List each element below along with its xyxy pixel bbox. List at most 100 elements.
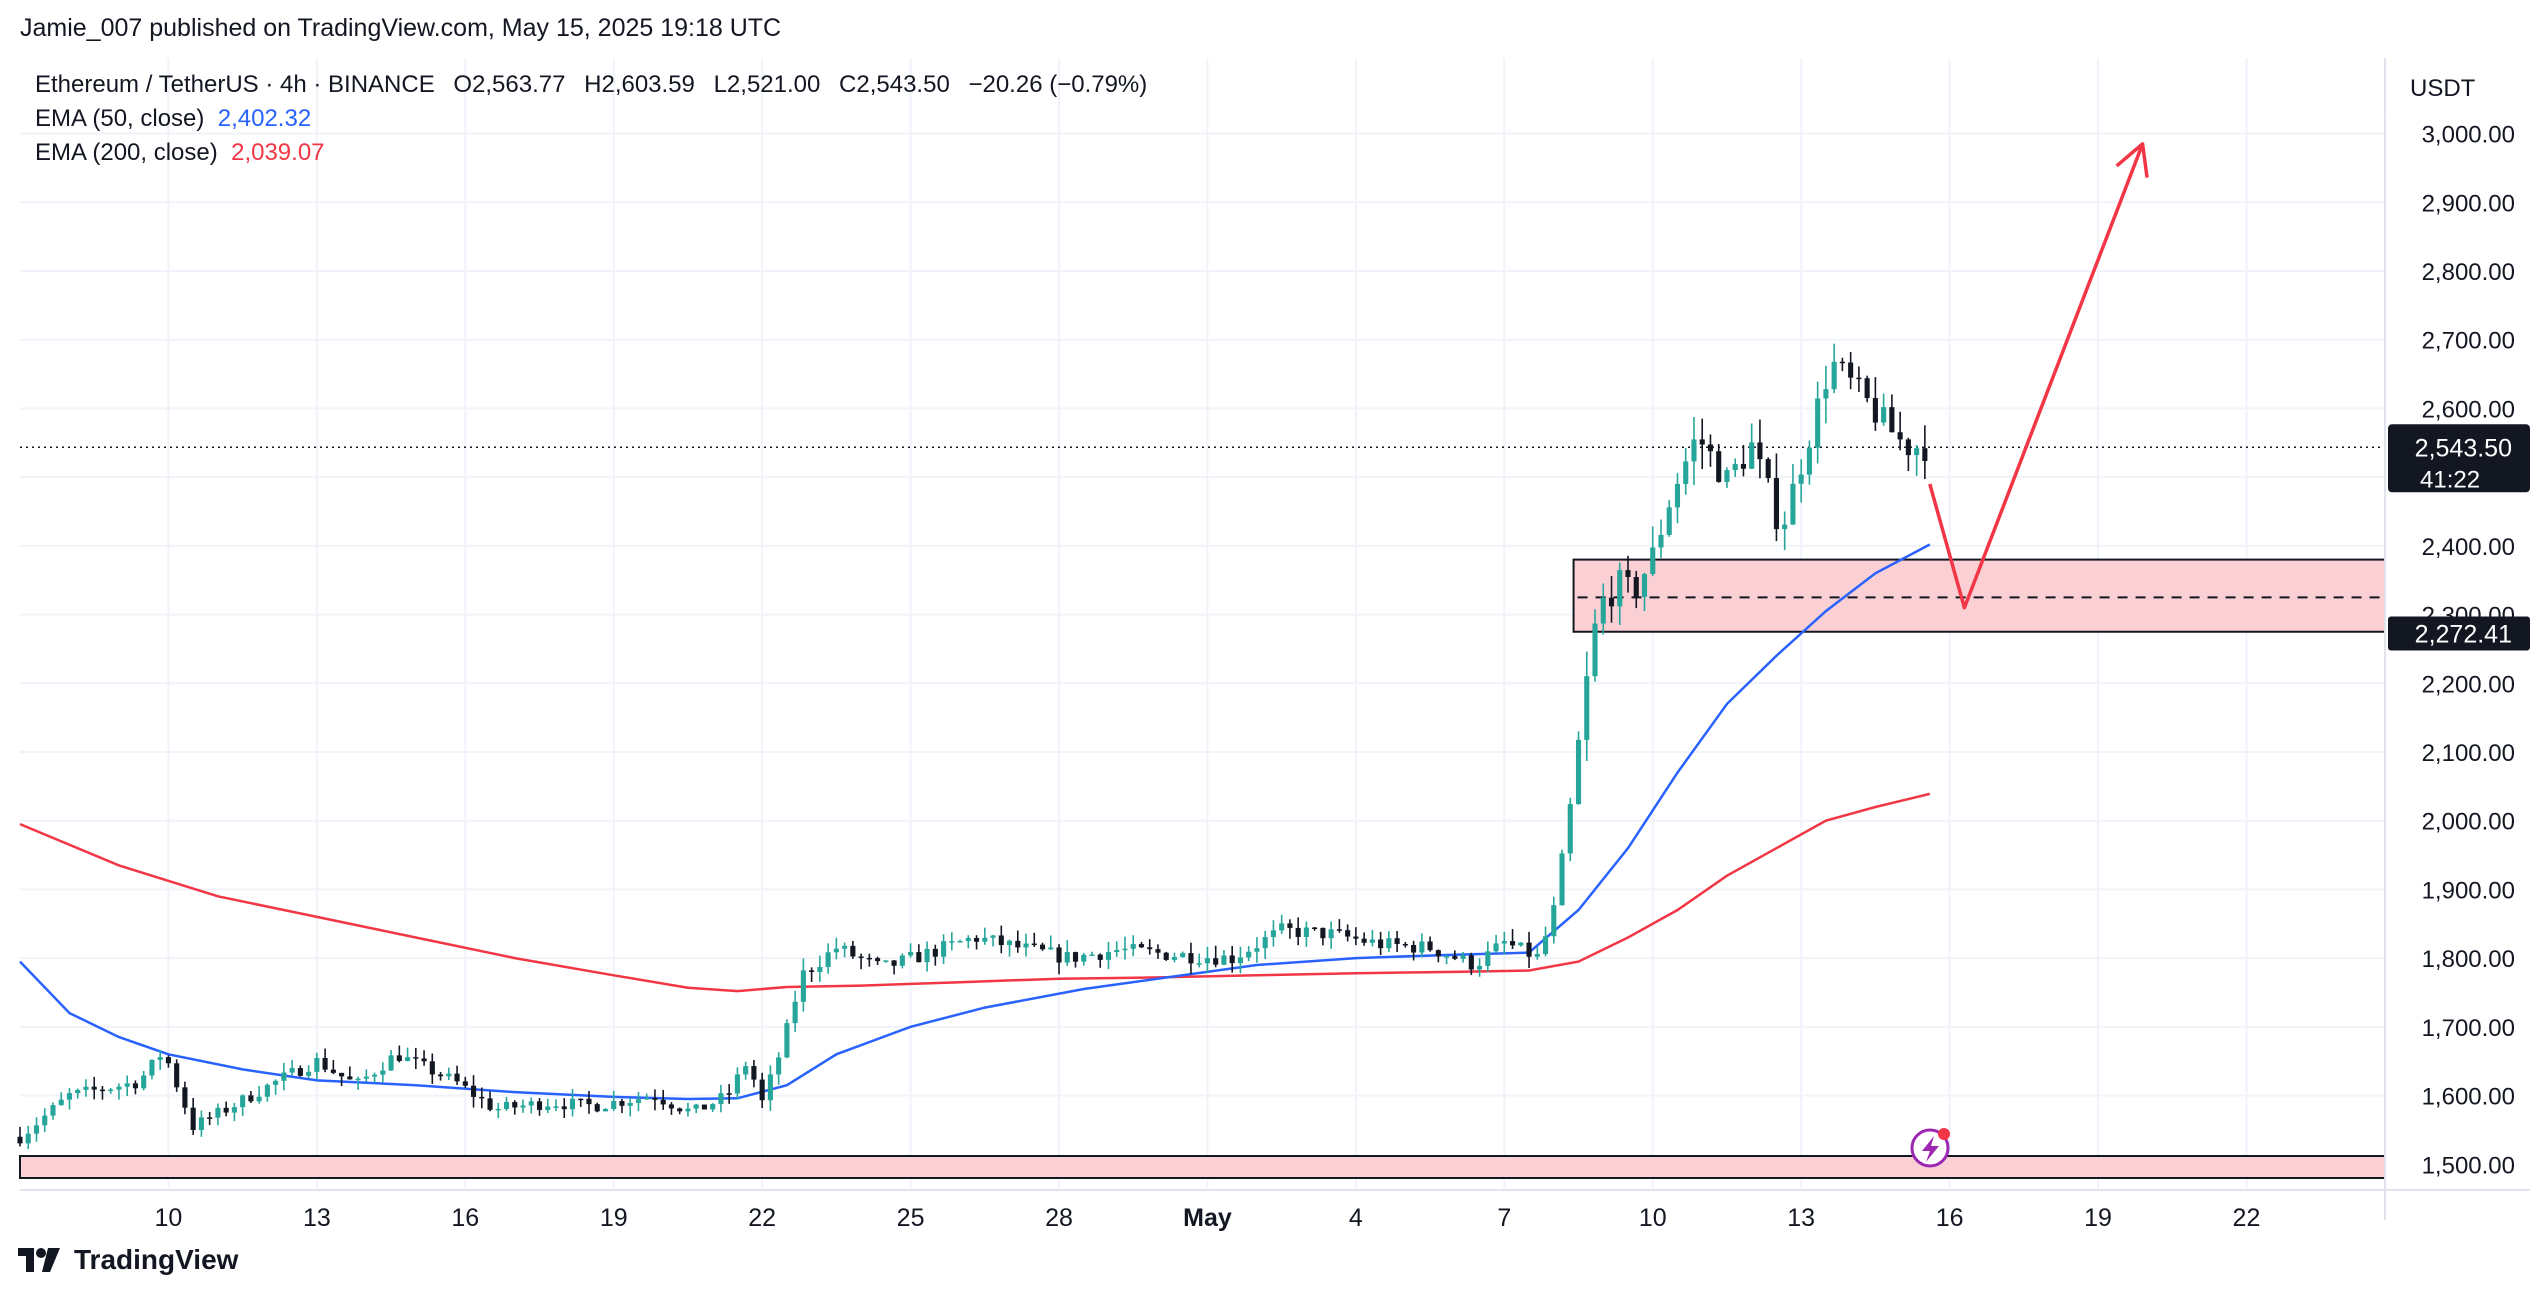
legend-ema50-row[interactable]: EMA (50, close) 2,402.32 (35, 102, 1159, 136)
candle-body (1394, 938, 1400, 944)
candle-body (1345, 930, 1351, 937)
change-value: −20.26 (−0.79%) (968, 71, 1148, 98)
candle-body (1328, 929, 1334, 939)
candle-body (1039, 944, 1046, 950)
candle-body (1411, 945, 1417, 953)
candle-body (569, 1098, 576, 1110)
candle-body (462, 1081, 468, 1086)
candle-body (627, 1102, 633, 1106)
projection-path (1928, 143, 2145, 610)
demand-zone (19, 1155, 2386, 1180)
candle-body (1658, 534, 1664, 548)
candle-body (668, 1104, 675, 1109)
time-tick-label: 10 (1639, 1204, 1667, 1232)
open-value: O2,563.77 (453, 71, 566, 98)
time-tick-label: 25 (897, 1204, 925, 1232)
candle-body (1477, 965, 1483, 970)
candle-body (25, 1133, 31, 1144)
candle-body (1295, 927, 1301, 937)
candle-body (33, 1125, 40, 1134)
candle-body (866, 957, 872, 960)
candle-body (297, 1068, 303, 1076)
candle-body (223, 1107, 229, 1113)
high-value: H2,603.59 (584, 71, 695, 98)
candle-body (1262, 937, 1268, 949)
candle-body (1188, 953, 1194, 964)
candle-body (1089, 954, 1095, 957)
candle-body (1881, 407, 1887, 423)
candle-body (602, 1109, 609, 1112)
candle-body (157, 1057, 163, 1060)
candle-body (17, 1136, 23, 1144)
candle-body (1378, 939, 1384, 949)
candle-body (652, 1098, 658, 1100)
candle-body (858, 956, 864, 958)
candle-body (479, 1096, 485, 1099)
candle-body (1650, 547, 1656, 574)
footer-brand[interactable]: TradingView (18, 1240, 238, 1280)
candle-body (99, 1089, 106, 1092)
candle-body (792, 1001, 798, 1024)
candle-body (1584, 676, 1590, 740)
projection-arrow (1928, 142, 2149, 610)
time-tick-label: 16 (1936, 1204, 1964, 1232)
candle-body (503, 1101, 510, 1109)
ema50-line (19, 543, 1931, 1101)
last-price-value: 2,543.50 (2415, 434, 2512, 462)
candle-body (644, 1098, 650, 1100)
candle-body (1312, 927, 1318, 929)
candle-body (512, 1101, 518, 1108)
candle-body (58, 1099, 64, 1106)
candle-body (132, 1083, 139, 1089)
candle-body (1485, 951, 1491, 966)
candle-body (1872, 398, 1878, 423)
candle-body (1897, 432, 1903, 440)
candle-body (256, 1096, 262, 1102)
candle-body (693, 1104, 699, 1109)
candle-body (1006, 940, 1013, 946)
publisher-line: Jamie_007 published on TradingView.com, … (20, 14, 782, 42)
candle-body (1518, 942, 1524, 946)
candle-body (1534, 953, 1540, 957)
candle-body (1914, 448, 1920, 456)
candle-body (1105, 952, 1112, 960)
candle-body (1402, 943, 1408, 946)
candle-body (850, 945, 856, 957)
candle-body (429, 1061, 435, 1075)
candle-body (1270, 930, 1276, 938)
time-tick-label: 19 (2084, 1204, 2112, 1232)
symbol-label[interactable]: Ethereum / TetherUS · 4h · BINANCE (35, 71, 435, 98)
lightning-icon[interactable] (1910, 1128, 1950, 1168)
projection-arrowhead (2115, 142, 2149, 178)
candle-body (578, 1098, 584, 1101)
candle-body (487, 1098, 493, 1110)
candle-body (536, 1101, 543, 1110)
candle-body (1790, 483, 1796, 525)
candle-body (1592, 623, 1598, 677)
candle-body (1353, 936, 1359, 939)
candle-body (1254, 948, 1260, 952)
candle-body (734, 1074, 740, 1094)
candle-body (594, 1104, 600, 1112)
candle-body (875, 958, 881, 962)
candle-body (1246, 951, 1252, 958)
candle-body (1229, 955, 1235, 964)
candle-body (809, 970, 815, 972)
candle-body (421, 1058, 427, 1062)
publisher-bar: Jamie_007 published on TradingView.com, … (0, 0, 2546, 58)
candle-body (1848, 362, 1854, 378)
price-tick-label: 2,800.00 (2422, 259, 2515, 286)
candle-body (240, 1095, 246, 1108)
candle-body (75, 1089, 81, 1094)
candle-body (1427, 941, 1433, 951)
candle-body (388, 1055, 394, 1071)
candle-body (1798, 474, 1804, 484)
time-tick-label: 13 (1787, 1204, 1815, 1232)
candle-body (1542, 936, 1549, 954)
legend-ema200-row[interactable]: EMA (200, close) 2,039.07 (35, 136, 1159, 170)
zone-price-value: 2,272.41 (2415, 621, 2512, 649)
last-price-badge (2388, 424, 2530, 493)
candle-body (1600, 597, 1606, 624)
candle-body (1122, 948, 1128, 951)
